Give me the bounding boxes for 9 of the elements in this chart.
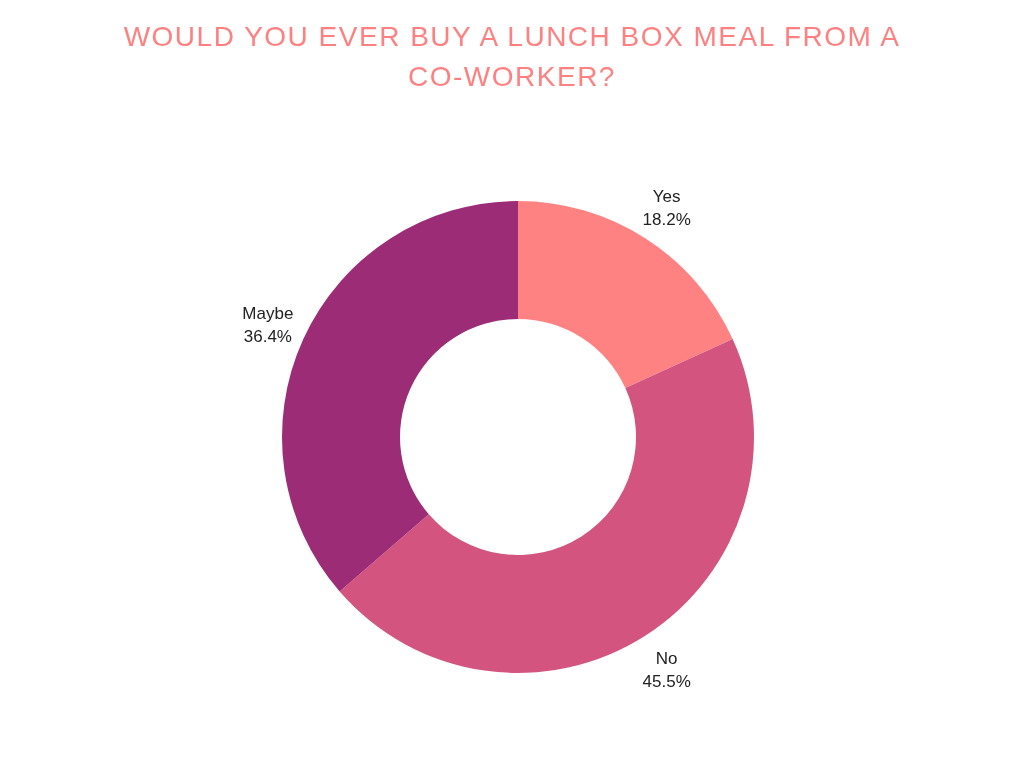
data-label: 45.5% [642,672,691,692]
data-label: 36.4% [243,326,292,346]
donut-slice [518,201,733,388]
chart-title: WOULD YOU EVER BUY A LUNCH BOX MEAL FROM A CO-WORKER? [123,21,901,92]
data-label: 18.2% [642,209,691,229]
slice-label: Maybe [242,303,294,323]
donut-slice [339,338,754,673]
slice-label: No [655,649,678,669]
slice-label: Yes [652,186,681,206]
